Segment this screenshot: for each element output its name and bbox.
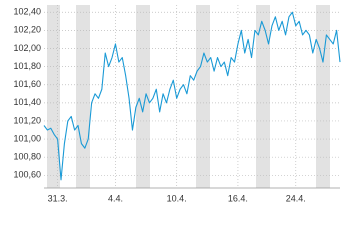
weekend-band: [316, 5, 330, 188]
weekend-bands: [47, 5, 330, 188]
y-tick-label: 101,60: [13, 79, 41, 89]
y-tick-label: 100,80: [13, 152, 41, 162]
x-tick-label: 10.4.: [167, 193, 187, 203]
weekend-band: [47, 5, 60, 188]
x-tick-label: 24.4.: [286, 193, 306, 203]
y-tick-label: 101,80: [13, 61, 41, 71]
x-tick-label: 16.4.: [228, 193, 248, 203]
weekend-band: [76, 5, 90, 188]
x-tick-label: 31.3.: [48, 193, 68, 203]
y-tick-label: 102,00: [13, 43, 41, 53]
y-tick-label: 100,60: [13, 170, 41, 180]
y-tick-label: 101,20: [13, 115, 41, 125]
x-tick-label: 4.4.: [108, 193, 123, 203]
y-tick-label: 101,00: [13, 133, 41, 143]
y-tick-label: 102,40: [13, 7, 41, 17]
chart: 100,60 100,80 101,00 101,20 101,40 101,60 101,…: [13, 5, 341, 203]
y-tick-label: 102,20: [13, 25, 41, 35]
weekend-band: [256, 5, 270, 188]
price-line: [43, 11, 341, 181]
weekend-band: [196, 5, 210, 188]
y-tick-label: 101,40: [13, 97, 41, 107]
weekend-band: [136, 5, 150, 188]
